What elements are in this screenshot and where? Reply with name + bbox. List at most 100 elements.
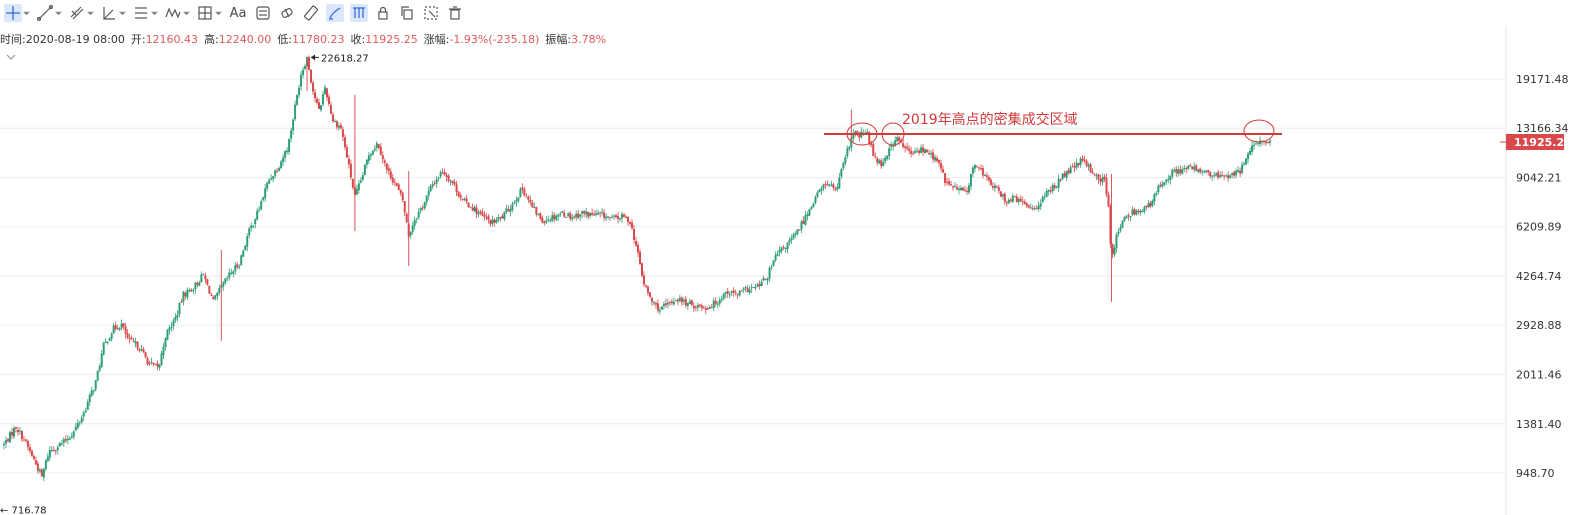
- candle-body: [1089, 164, 1092, 173]
- candle-body: [910, 150, 913, 154]
- candle-body: [545, 220, 548, 223]
- candle-body: [810, 206, 813, 210]
- candle-body: [756, 284, 759, 287]
- chevron-down-icon[interactable]: [118, 4, 126, 22]
- candle-body: [479, 211, 482, 214]
- chevron-down-icon[interactable]: [22, 4, 30, 22]
- candle-body: [363, 164, 366, 175]
- candle-body: [70, 436, 73, 438]
- candle-body: [204, 275, 207, 280]
- brush-tool[interactable]: [326, 2, 344, 24]
- chevron-down-icon[interactable]: [86, 4, 94, 22]
- candle-body: [252, 225, 255, 227]
- candle-body: [872, 143, 875, 156]
- candle-body: [333, 121, 336, 123]
- candle-body: [846, 148, 849, 157]
- candle-body: [567, 213, 570, 217]
- crosshair-tool[interactable]: [4, 2, 30, 24]
- chevron-down-icon[interactable]: [214, 4, 222, 22]
- ruler-tool[interactable]: [302, 2, 320, 24]
- trash-icon: [446, 4, 464, 22]
- candle-body: [449, 180, 452, 182]
- candle-body: [294, 104, 297, 120]
- candle-body: [840, 169, 843, 177]
- candle-body: [206, 279, 209, 285]
- parallel-lines-tool[interactable]: [132, 2, 158, 24]
- candle-body: [876, 158, 879, 163]
- candle-body: [636, 244, 639, 253]
- candle-body: [42, 468, 45, 478]
- candle-body: [168, 327, 171, 331]
- chevron-down-icon[interactable]: [54, 4, 62, 22]
- copy-tool[interactable]: [398, 2, 416, 24]
- candle-body: [232, 271, 235, 274]
- candle-body: [965, 190, 968, 192]
- candle-body: [465, 198, 468, 202]
- candle-body: [760, 281, 763, 287]
- measure-tool[interactable]: [196, 2, 222, 24]
- candle-body: [214, 295, 217, 299]
- delete-tool[interactable]: [446, 2, 464, 24]
- trend-line-tool[interactable]: [36, 2, 62, 24]
- candle-body: [182, 291, 185, 302]
- angle-tool[interactable]: [100, 2, 126, 24]
- candle-body: [415, 218, 418, 220]
- candle-body: [1267, 141, 1270, 143]
- candle-body: [1201, 171, 1204, 173]
- candle-body: [78, 421, 81, 423]
- collapse-chevron-icon[interactable]: [4, 52, 18, 62]
- highlight-circle[interactable]: [846, 122, 878, 146]
- candle-body: [296, 94, 299, 106]
- candle-body: [914, 150, 917, 154]
- candle-body: [194, 282, 197, 290]
- candle-body: [453, 182, 456, 185]
- candle-body: [656, 303, 659, 311]
- candle-body: [734, 292, 737, 294]
- candle-body: [156, 363, 159, 367]
- pattern-tool[interactable]: [254, 2, 272, 24]
- candle-body: [24, 439, 27, 441]
- candle-body: [758, 283, 761, 287]
- candle-body: [1187, 165, 1190, 169]
- candle-body: [34, 460, 37, 465]
- eraser-tool[interactable]: [278, 2, 296, 24]
- text-icon: Aa: [229, 5, 247, 21]
- candle-body: [228, 272, 231, 278]
- wave-icon: [164, 4, 182, 22]
- candle-body: [826, 184, 829, 186]
- candle-body: [1117, 231, 1120, 234]
- candle-body: [246, 236, 249, 247]
- candle-body: [1141, 211, 1144, 213]
- candle-body: [1041, 196, 1044, 203]
- candle-body: [240, 255, 243, 266]
- text-tool[interactable]: Aa: [228, 2, 248, 24]
- chevron-down-icon[interactable]: [182, 4, 190, 22]
- candle-body: [668, 302, 671, 304]
- chevron-down-icon[interactable]: [150, 4, 158, 22]
- fib-tool[interactable]: [68, 2, 94, 24]
- candle-body: [888, 148, 891, 157]
- candle-body: [244, 245, 247, 251]
- candle-body: [423, 201, 426, 209]
- candle-body: [76, 423, 79, 429]
- highlight-circle[interactable]: [1243, 119, 1275, 143]
- candle-body: [1257, 142, 1260, 144]
- candle-body: [640, 263, 643, 276]
- candle-body: [274, 170, 277, 176]
- candle-body: [459, 194, 462, 198]
- candle-body: [501, 215, 504, 219]
- select-tool[interactable]: [422, 2, 440, 24]
- candle-body: [599, 212, 602, 214]
- highlight-circle[interactable]: [881, 122, 905, 146]
- dots-tool[interactable]: [350, 2, 368, 24]
- candle-body: [132, 340, 135, 343]
- candle-body: [780, 247, 783, 252]
- candle-body: [1081, 158, 1084, 161]
- lock-tool[interactable]: [374, 2, 392, 24]
- candle-body: [1211, 175, 1214, 177]
- candle-body: [224, 278, 227, 284]
- candle-body: [507, 209, 510, 211]
- wave-tool[interactable]: [164, 2, 190, 24]
- candle-body: [1007, 199, 1010, 204]
